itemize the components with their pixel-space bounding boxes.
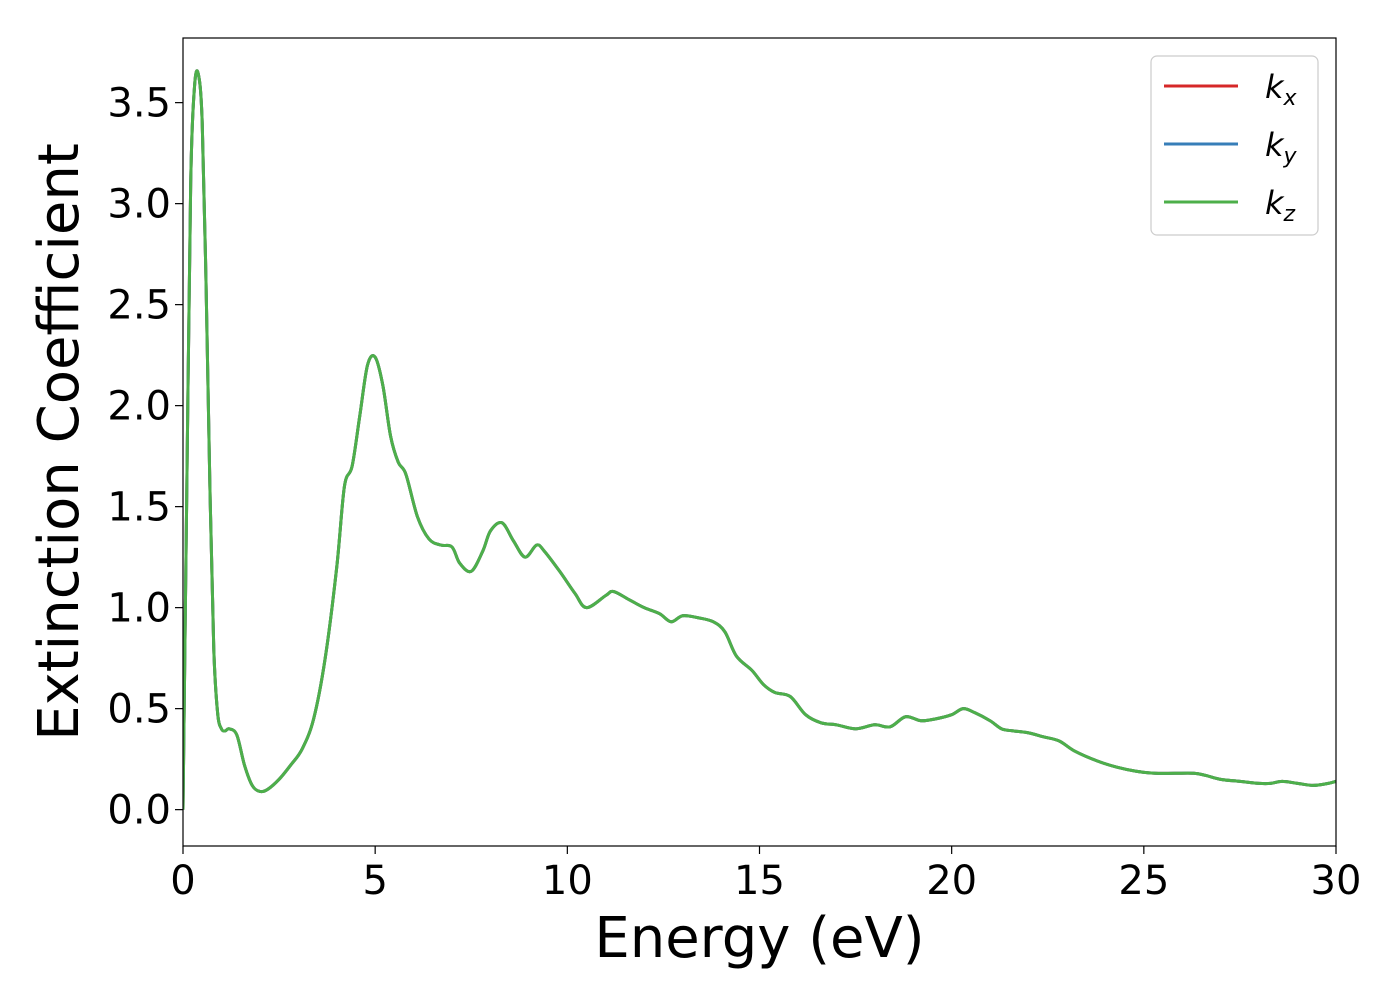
y-tick-label: 2.0 (107, 384, 171, 430)
y-tick-label: 0.0 (107, 788, 171, 834)
legend-label-main: k (1265, 126, 1285, 164)
x-tick-label: 20 (926, 858, 977, 904)
legend-label-main: k (1265, 68, 1285, 106)
series-line-k_z (183, 69, 1336, 810)
legend-label-subscript: y (1283, 144, 1298, 169)
legend-label-main: k (1265, 184, 1285, 222)
plot-area (183, 69, 1336, 810)
legend-label-k_y: ky (1265, 126, 1298, 169)
series-lines (183, 69, 1336, 810)
x-tick-label: 25 (1118, 858, 1169, 904)
y-axis-title: Extinction Coefficient (27, 143, 92, 741)
y-tick-label: 3.5 (107, 81, 171, 127)
y-tick-label: 1.5 (107, 485, 171, 531)
legend-label-k_x: kx (1265, 68, 1298, 111)
y-tick-label: 0.5 (107, 687, 171, 733)
x-tick-label: 5 (362, 858, 387, 904)
y-tick-label: 2.5 (107, 283, 171, 329)
legend-label-subscript: x (1283, 86, 1298, 111)
x-tick-label: 15 (734, 858, 785, 904)
legend-label-k_z: kz (1265, 184, 1296, 227)
x-axis-title: Energy (eV) (594, 906, 924, 971)
x-tick-label: 30 (1311, 858, 1362, 904)
x-tick-label: 10 (542, 858, 593, 904)
x-tick-label: 0 (170, 858, 195, 904)
legend-label-subscript: z (1283, 202, 1296, 227)
axes: 0 5 10 15 20 25 30 0.0 0.5 1.0 1.5 2.0 2.5 3.0 3.5 (107, 37, 1362, 904)
y-tick-label: 3.0 (107, 182, 171, 228)
y-tick-label: 1.0 (107, 586, 171, 632)
